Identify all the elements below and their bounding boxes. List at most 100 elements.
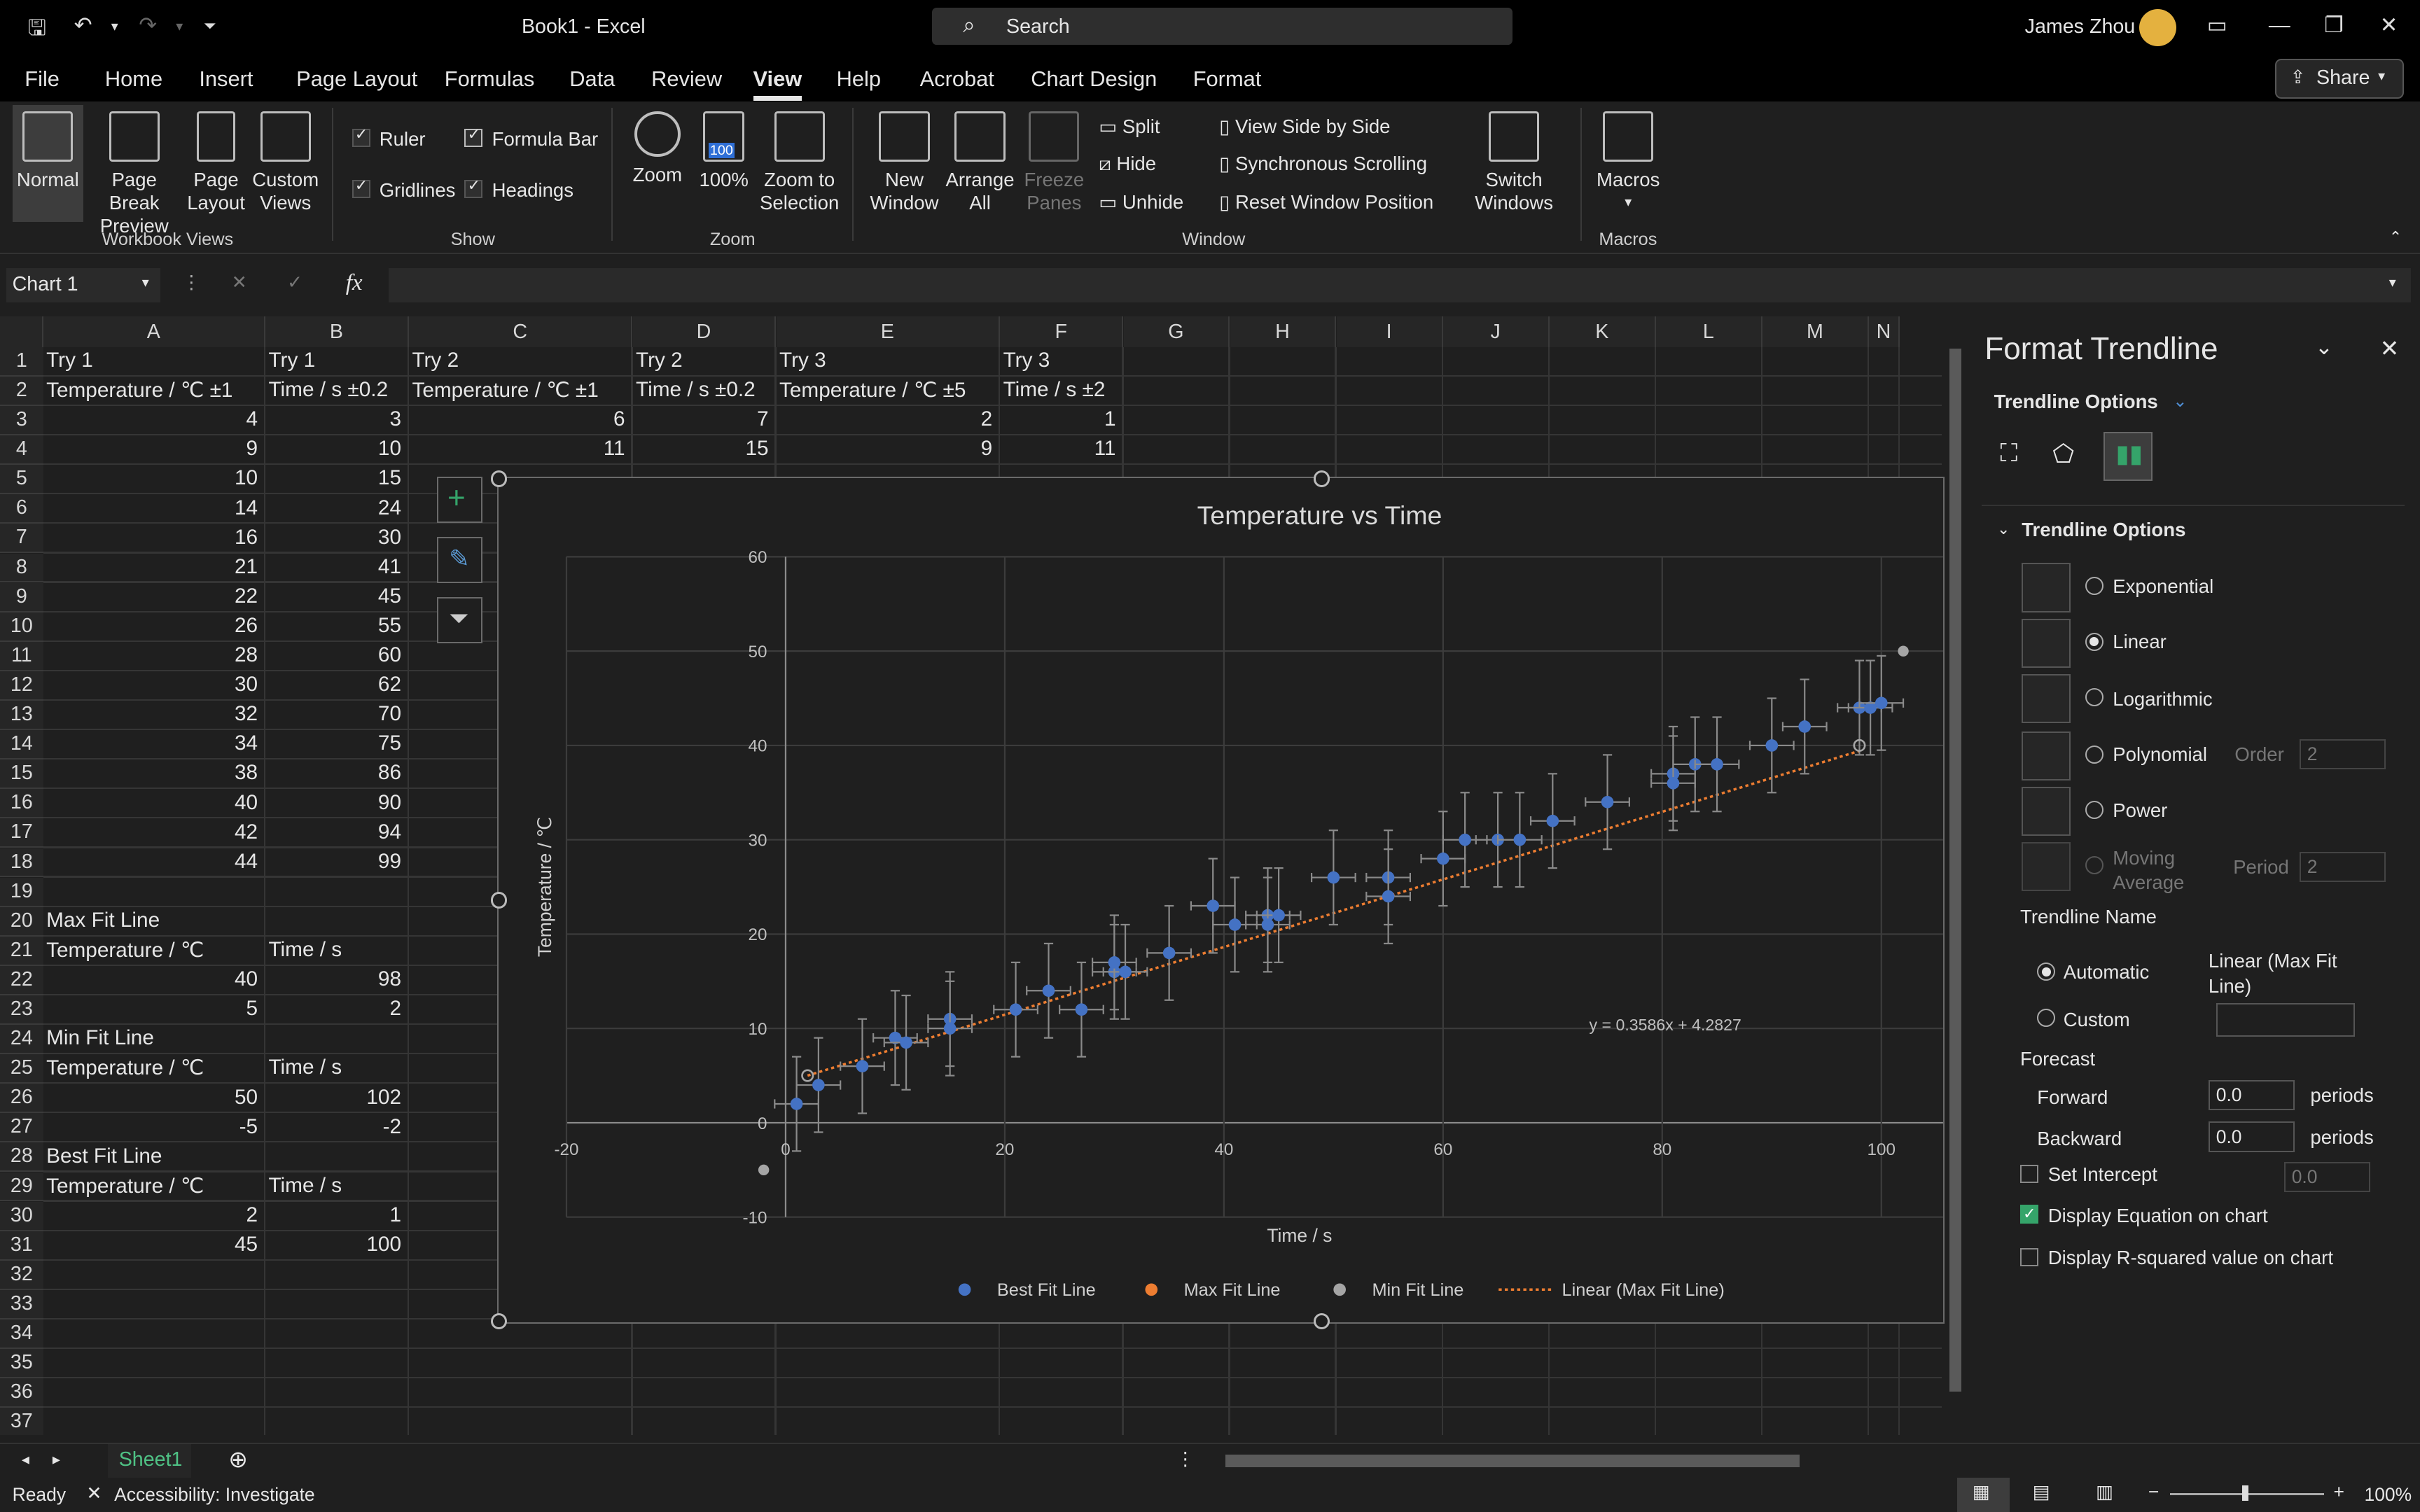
- cell-a14[interactable]: 34: [234, 732, 258, 755]
- row-header-33[interactable]: 33: [0, 1289, 43, 1320]
- cell-a11[interactable]: 28: [234, 643, 258, 667]
- redo-dropdown-icon[interactable]: ▾: [176, 19, 183, 35]
- accessibility-status[interactable]: Accessibility: Investigate: [114, 1484, 315, 1506]
- row-header-24[interactable]: 24: [0, 1025, 43, 1054]
- user-name[interactable]: James Zhou: [2024, 15, 2136, 38]
- order-spinner[interactable]: 2: [2299, 738, 2386, 770]
- row-header-2[interactable]: 2: [0, 376, 43, 406]
- column-header-j[interactable]: J: [1442, 316, 1550, 347]
- row-header-3[interactable]: 3: [0, 406, 43, 435]
- moving-average-label[interactable]: Moving Average: [2113, 846, 2185, 894]
- column-header-b[interactable]: B: [265, 316, 409, 347]
- tab-format[interactable]: Format: [1192, 66, 1262, 91]
- cell-b16[interactable]: 90: [377, 790, 402, 814]
- cell-f4[interactable]: 11: [1094, 437, 1116, 461]
- name-box[interactable]: Chart 1 ▾: [6, 268, 161, 302]
- section-header[interactable]: Trendline Options: [2022, 518, 2186, 540]
- prev-sheet-icon[interactable]: ◂: [21, 1450, 29, 1468]
- cell-b13[interactable]: 70: [377, 702, 402, 726]
- chart-area[interactable]: Temperature vs Time -10 0 10 20 30 40 50 60 -20 0 2…: [496, 477, 1945, 1324]
- formula-bar-checkbox[interactable]: Formula Bar: [464, 126, 598, 150]
- row-header-34[interactable]: 34: [0, 1320, 43, 1349]
- row-header-19[interactable]: 19: [0, 877, 43, 907]
- column-header-a[interactable]: A: [43, 316, 265, 347]
- cell-c1[interactable]: Try 2: [412, 349, 459, 372]
- resize-handle[interactable]: [490, 1312, 508, 1330]
- cell-b31[interactable]: 100: [366, 1232, 402, 1256]
- logarithmic-label[interactable]: Logarithmic: [2113, 687, 2213, 710]
- exponential-radio[interactable]: [2085, 577, 2103, 596]
- minimize-icon[interactable]: —: [2268, 12, 2290, 37]
- cell-e2[interactable]: Temperature / ℃ ±5: [779, 379, 966, 402]
- cell-b30[interactable]: 1: [389, 1203, 402, 1226]
- row-header-6[interactable]: 6: [0, 494, 43, 524]
- cell-a24[interactable]: Min Fit Line: [46, 1026, 154, 1050]
- cell-e3[interactable]: 2: [980, 407, 993, 431]
- tab-file[interactable]: File: [25, 66, 60, 91]
- column-header-e[interactable]: E: [776, 316, 1000, 347]
- cell-a30[interactable]: 2: [246, 1203, 258, 1226]
- cell-b17[interactable]: 94: [377, 820, 402, 844]
- cell-f1[interactable]: Try 3: [1003, 349, 1050, 372]
- column-header-g[interactable]: G: [1123, 316, 1230, 347]
- row-header-31[interactable]: 31: [0, 1231, 43, 1261]
- unhide-button[interactable]: ▭ Unhide: [1099, 191, 1184, 214]
- restore-icon[interactable]: ❐: [2324, 12, 2344, 37]
- cell-a15[interactable]: 38: [234, 761, 258, 785]
- custom-name-input[interactable]: [2216, 1002, 2355, 1037]
- set-intercept-label[interactable]: Set Intercept: [2047, 1163, 2157, 1185]
- set-intercept-checkbox[interactable]: [2020, 1165, 2039, 1184]
- gridlines-checkbox[interactable]: Gridlines: [352, 176, 455, 202]
- row-header-25[interactable]: 25: [0, 1054, 43, 1084]
- close-icon[interactable]: ✕: [2379, 336, 2400, 363]
- polynomial-radio[interactable]: [2085, 745, 2103, 764]
- tab-view[interactable]: View: [753, 66, 802, 102]
- row-header-11[interactable]: 11: [0, 641, 43, 671]
- cell-a20[interactable]: Max Fit Line: [46, 908, 160, 932]
- collapse-ribbon-icon[interactable]: ⌃: [2388, 228, 2402, 246]
- custom-radio[interactable]: [2037, 1009, 2056, 1028]
- tab-chart-design[interactable]: Chart Design: [1031, 66, 1157, 91]
- exponential-label[interactable]: Exponential: [2113, 575, 2214, 598]
- cell-b1[interactable]: Try 1: [268, 349, 316, 372]
- cell-d1[interactable]: Try 2: [636, 349, 683, 372]
- cell-a10[interactable]: 26: [234, 613, 258, 637]
- cell-a25[interactable]: Temperature / ℃: [46, 1056, 204, 1080]
- tab-data[interactable]: Data: [569, 66, 616, 91]
- cell-b25[interactable]: Time / s: [268, 1056, 342, 1079]
- cell-b27[interactable]: -2: [382, 1114, 402, 1138]
- reset-window-position-button[interactable]: ▯ Reset Window Position: [1219, 191, 1434, 214]
- cell-a22[interactable]: 40: [234, 967, 258, 991]
- row-header-30[interactable]: 30: [0, 1201, 43, 1231]
- polynomial-label[interactable]: Polynomial: [2113, 743, 2208, 766]
- cell-a18[interactable]: 44: [234, 849, 258, 873]
- moving-average-radio[interactable]: [2085, 856, 2103, 875]
- sheet-tab-sheet1[interactable]: Sheet1: [108, 1443, 192, 1481]
- tab-insert[interactable]: Insert: [199, 66, 253, 91]
- cell-e1[interactable]: Try 3: [779, 349, 826, 372]
- scroll-thumb[interactable]: [1225, 1455, 1800, 1467]
- cell-b3[interactable]: 3: [389, 407, 402, 431]
- cell-a13[interactable]: 32: [234, 702, 258, 726]
- row-header-1[interactable]: 1: [0, 346, 43, 377]
- zoom-to-selection-button[interactable]: Zoom to Selection: [756, 111, 842, 214]
- chart-elements-button[interactable]: +: [436, 477, 483, 523]
- cell-b4[interactable]: 10: [377, 437, 402, 461]
- custom-views-button[interactable]: Custom Views: [250, 111, 321, 214]
- row-header-21[interactable]: 21: [0, 936, 43, 966]
- row-header-23[interactable]: 23: [0, 995, 43, 1025]
- cell-b29[interactable]: Time / s: [268, 1173, 342, 1197]
- column-header-k[interactable]: K: [1549, 316, 1656, 347]
- power-radio[interactable]: [2085, 800, 2103, 819]
- display-equation-checkbox[interactable]: ✓: [2020, 1205, 2039, 1224]
- intercept-input[interactable]: 0.0: [2283, 1161, 2370, 1193]
- normal-view-status-button[interactable]: ▦: [1956, 1478, 2010, 1512]
- row-header-16[interactable]: 16: [0, 789, 43, 819]
- row-header-13[interactable]: 13: [0, 701, 43, 730]
- tab-home[interactable]: Home: [104, 66, 163, 91]
- display-r2-checkbox[interactable]: [2020, 1248, 2039, 1267]
- cell-a31[interactable]: 45: [234, 1232, 258, 1256]
- column-header-l[interactable]: L: [1655, 316, 1762, 347]
- zoom-100-button[interactable]: 100 100%: [695, 111, 753, 191]
- cell-b15[interactable]: 86: [377, 761, 402, 785]
